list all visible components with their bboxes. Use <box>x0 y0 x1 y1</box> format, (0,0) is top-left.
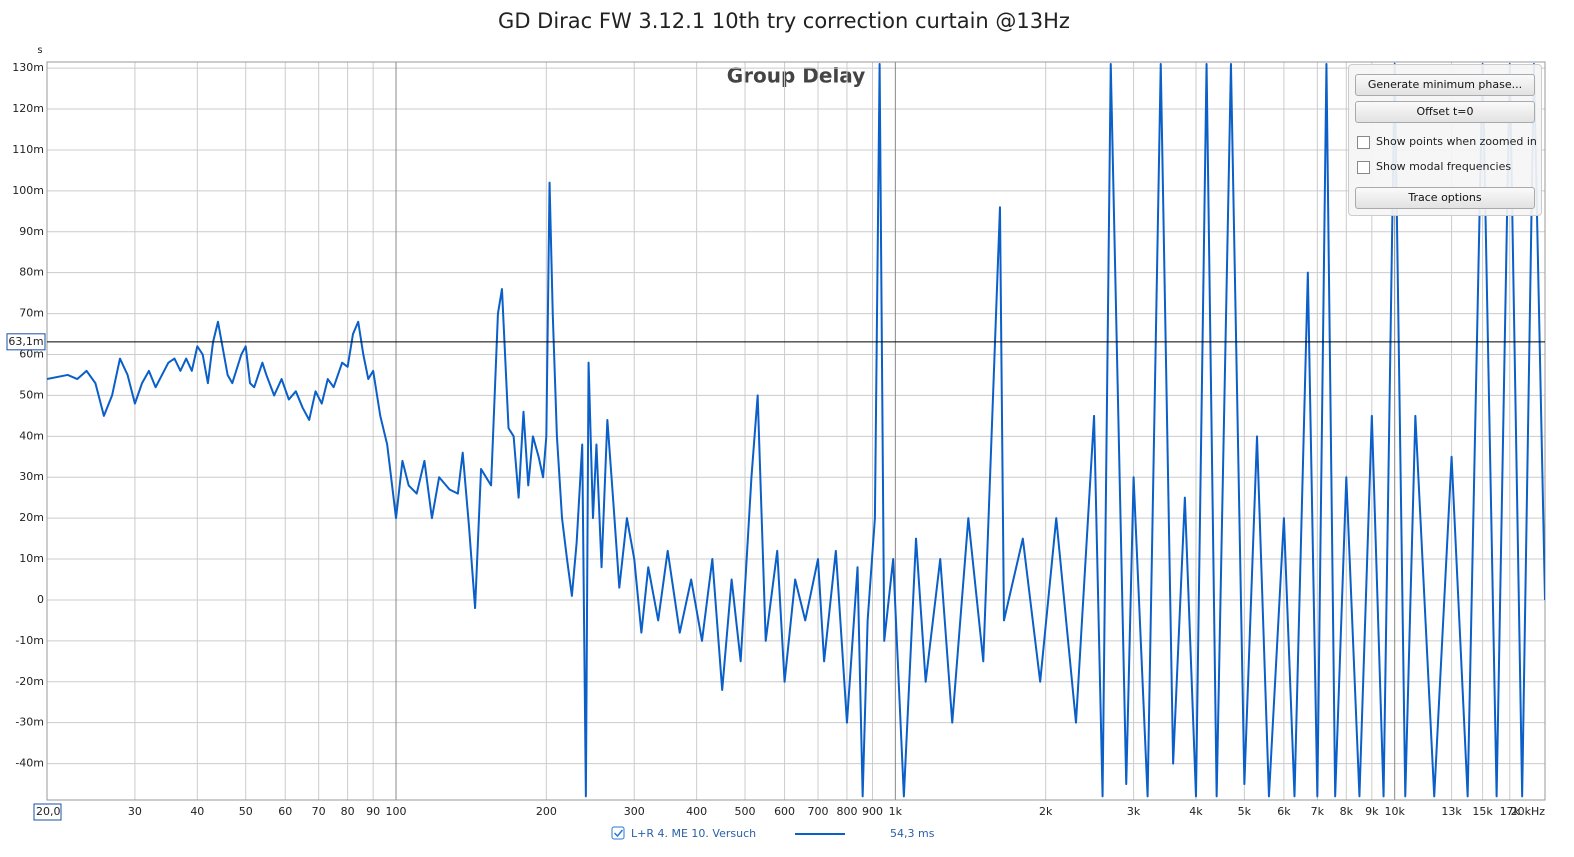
cursor-label: 63,1m <box>8 335 43 348</box>
legend-name: L+R 4. ME 10. Versuch <box>631 827 756 840</box>
checkbox-label: Show modal frequencies <box>1376 160 1512 173</box>
x-tick-label: 60 <box>278 805 292 818</box>
labels: 130m 120m 110m 100m 90m 80m 70m 60m 50m 40m 30m 20m… <box>6 61 1546 821</box>
y-tick-label: 80m <box>19 266 44 279</box>
checkbox[interactable]: Show points when zoomed in <box>1357 135 1537 149</box>
x-tick-label: 8k <box>1340 805 1354 818</box>
legend-checkbox[interactable] <box>611 826 625 840</box>
x-tick-label: 1k <box>889 805 903 818</box>
y-tick-label: -10m <box>15 634 44 647</box>
x-tick-label: 20,0 <box>36 805 61 818</box>
x-tick-label: 70 <box>312 805 326 818</box>
button[interactable]: Offset t=0 <box>1355 101 1535 123</box>
x-tick-label: 400 <box>686 805 707 818</box>
x-cursor-box <box>33 803 62 821</box>
x-tick-label: 5k <box>1238 805 1252 818</box>
y-unit: s <box>37 45 42 56</box>
button[interactable]: Generate minimum phase... <box>1355 74 1535 96</box>
checkbox-box <box>1357 135 1370 149</box>
x-tick-label: 10k <box>1384 805 1405 818</box>
cursor-box <box>6 333 46 351</box>
x-tick-label: 13k <box>1441 805 1462 818</box>
x-tick-label: 90 <box>366 805 380 818</box>
x-tick-label: 3k <box>1127 805 1141 818</box>
x-tick-label: 300 <box>624 805 645 818</box>
legend-value: 54,3 ms <box>890 827 935 840</box>
y-tick-label: 90m <box>19 225 44 238</box>
x-tick-label: 900 <box>862 805 883 818</box>
x-tick-label: 800 <box>836 805 857 818</box>
chart-title: GD Dirac FW 3.12.1 10th try correction c… <box>498 9 1070 33</box>
y-tick-label: 110m <box>12 143 44 156</box>
legend: L+R 4. ME 10. Versuch 54,3 ms <box>611 826 935 840</box>
y-tick-label: 30m <box>19 470 44 483</box>
y-tick-label: 60m <box>19 348 44 361</box>
x-tick-label: 100 <box>386 805 407 818</box>
checkbox-box <box>1357 160 1370 174</box>
y-tick-label: -20m <box>15 675 44 688</box>
x-tick-label: 4k <box>1189 805 1203 818</box>
y-tick-label: -30m <box>15 716 44 729</box>
grid <box>46 62 1546 800</box>
x-tick-label: 9k <box>1365 805 1379 818</box>
y-tick-label: 70m <box>19 307 44 320</box>
y-tick-label: 10m <box>19 552 44 565</box>
data-line <box>47 63 1545 798</box>
x-tick-label: 500 <box>735 805 756 818</box>
x-tick-label: 600 <box>774 805 795 818</box>
x-tick-label: 15k <box>1472 805 1493 818</box>
check-mark <box>613 829 624 838</box>
x-tick-label: 700 <box>808 805 829 818</box>
x-tick-label: 50 <box>239 805 253 818</box>
y-tick-label: 40m <box>19 429 44 442</box>
y-tick-label: -40m <box>15 757 44 770</box>
x-tick-label: 40 <box>190 805 204 818</box>
y-tick-label: 20m <box>19 511 44 524</box>
x-tick-label: 2k <box>1039 805 1053 818</box>
y-tick-label: 120m <box>12 102 44 115</box>
x-tick-label: 80 <box>341 805 355 818</box>
checkbox-label: Show points when zoomed in <box>1376 135 1537 148</box>
y-tick-label: 100m <box>12 184 44 197</box>
y-tick-label: 50m <box>19 388 44 401</box>
chart-subtitle: Group Delay <box>727 64 865 88</box>
marks <box>47 63 1545 798</box>
button[interactable]: Trace options <box>1355 187 1535 209</box>
checkbox[interactable]: Show modal frequencies <box>1357 160 1511 174</box>
x-tick-label: 7k <box>1311 805 1325 818</box>
control-panel: Generate minimum phase... Offset t=0 Sho… <box>1348 64 1542 216</box>
x-tick-label: 6k <box>1277 805 1291 818</box>
x-tick-label: 17k <box>1500 805 1521 818</box>
x-tick-label: 20kHz <box>1511 805 1546 818</box>
x-tick-label: 30 <box>128 805 142 818</box>
plot-frame <box>46 61 1546 801</box>
y-tick-label: 0 <box>37 593 44 606</box>
x-tick-label: 200 <box>536 805 557 818</box>
y-tick-label: 130m <box>12 61 44 74</box>
